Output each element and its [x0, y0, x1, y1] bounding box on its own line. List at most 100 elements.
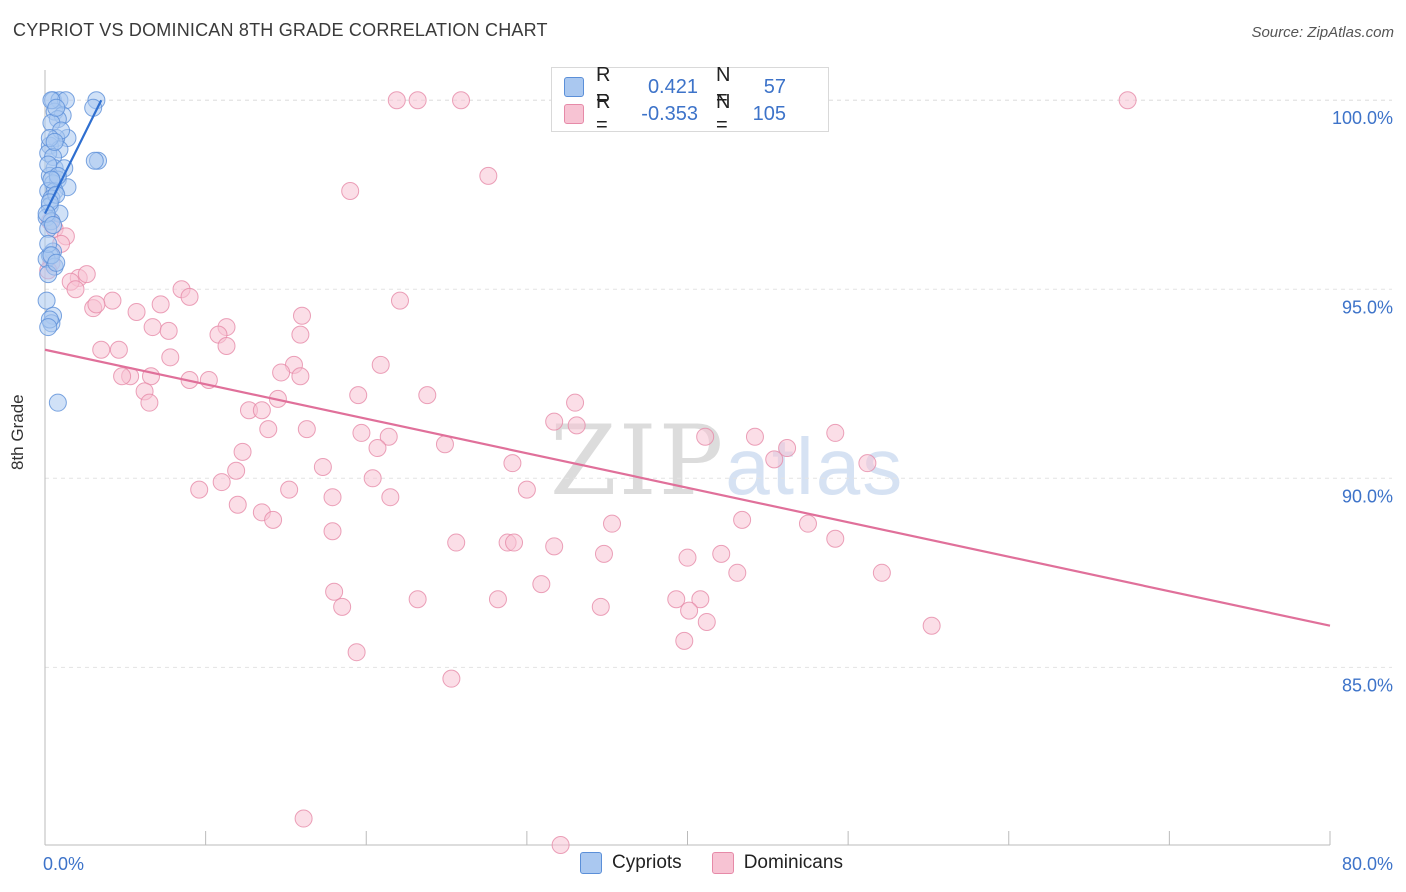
dominican-point: [140, 393, 159, 412]
dominican-point: [691, 590, 710, 609]
series-legend: Cypriots Dominicans: [580, 852, 873, 874]
cypriots-trend-line: [44, 99, 103, 215]
dominican-point: [872, 563, 891, 582]
cypriot-point: [37, 291, 56, 310]
dominican-point: [435, 435, 454, 454]
legend-item-cypriots[interactable]: Cypriots: [580, 852, 682, 874]
dominican-point: [151, 295, 170, 314]
dominican-point: [532, 575, 551, 594]
dominican-point: [594, 544, 613, 563]
cypriot-point: [47, 98, 66, 117]
dominicans-swatch: [564, 104, 584, 124]
dominican-point: [180, 287, 199, 306]
dominican-point: [349, 386, 368, 405]
y-tick-label: 100.0%: [1332, 108, 1393, 128]
legend-item-dominicans[interactable]: Dominicans: [711, 852, 843, 874]
legend-label-dominicans: Dominicans: [743, 852, 843, 873]
cypriots-legend-swatch: [580, 852, 602, 874]
dominican-point: [103, 291, 122, 310]
x-tick-label: 0.0%: [43, 854, 84, 874]
dominican-point: [667, 590, 686, 609]
cypriot-point: [44, 216, 63, 234]
dominican-point: [567, 416, 586, 435]
dominican-point: [680, 601, 699, 620]
y-tick-label: 90.0%: [1342, 486, 1393, 506]
dominican-point: [447, 533, 466, 552]
dominicans-trend-line: [44, 348, 1331, 627]
r-value: 0.421: [647, 75, 698, 98]
stats-row-cypriots: R = 0.421 N = 57: [564, 64, 786, 109]
stats-legend: R = 0.421 N = 57 R = -0.353 N = 105: [551, 64, 829, 136]
dominican-point: [545, 537, 564, 556]
dominican-point: [233, 442, 252, 461]
cypriot-point: [47, 253, 66, 272]
dominican-point: [517, 480, 536, 499]
dominican-point: [408, 91, 427, 110]
dominican-point: [294, 809, 313, 828]
dominican-point: [291, 367, 310, 386]
dominican-point: [293, 306, 311, 325]
cypriot-point: [48, 393, 67, 412]
dominican-point: [212, 473, 231, 492]
dominican-point: [452, 91, 471, 110]
dominican-point: [798, 514, 817, 533]
dominican-point: [696, 427, 715, 446]
dominican-point: [92, 340, 111, 359]
dominican-point: [778, 439, 797, 458]
dominicans-legend-swatch: [711, 852, 734, 874]
dominican-point: [379, 427, 398, 446]
dominican-point: [566, 393, 585, 412]
dominican-point: [280, 480, 299, 499]
dominican-point: [127, 302, 146, 321]
cypriot-point: [42, 170, 61, 189]
n-label: N =: [716, 64, 731, 109]
dominican-point: [252, 401, 271, 420]
stats-row-dominicans: R = -0.353 N = 105: [564, 91, 786, 136]
dominican-point: [390, 291, 409, 310]
dominican-point: [678, 548, 697, 567]
legend-label-cypriots: Cypriots: [612, 852, 682, 873]
cypriot-point: [45, 132, 64, 151]
dominican-point: [503, 454, 522, 473]
dominican-point: [371, 355, 390, 374]
r-value: -0.353: [641, 102, 698, 125]
cypriot-point: [84, 98, 103, 117]
dominican-point: [217, 336, 236, 355]
dominican-point: [227, 461, 246, 480]
dominican-point: [922, 616, 941, 635]
dominican-point: [87, 295, 106, 314]
dominican-point: [826, 423, 845, 442]
x-tick-label: 80.0%: [1342, 854, 1393, 874]
dominican-point: [381, 488, 400, 507]
dominican-point: [488, 590, 507, 609]
dominican-point: [323, 488, 342, 507]
dominican-point: [323, 522, 342, 541]
dominican-point: [765, 450, 784, 469]
dominican-point: [591, 597, 610, 616]
dominican-point: [341, 181, 360, 200]
dominican-point: [368, 439, 387, 458]
dominican-point: [159, 321, 178, 340]
dominican-point: [603, 514, 622, 533]
dominican-point: [347, 643, 366, 662]
dominican-point: [109, 340, 128, 359]
dominican-point: [505, 533, 524, 552]
dominican-point: [161, 348, 180, 367]
cypriot-point: [39, 318, 58, 337]
y-tick-label: 95.0%: [1342, 297, 1393, 317]
y-axis-label: 8th Grade: [8, 394, 27, 470]
dominican-point: [408, 590, 427, 609]
dominican-point: [363, 469, 382, 488]
dominican-point: [858, 454, 877, 473]
r-label: R =: [596, 64, 611, 109]
dominican-point: [228, 495, 247, 514]
n-value: 105: [752, 102, 786, 125]
cypriot-point: [85, 151, 104, 170]
dominican-point: [325, 582, 344, 601]
dominican-point: [66, 280, 85, 299]
dominican-point: [675, 631, 694, 650]
dominican-point: [77, 265, 96, 284]
r-label: R =: [596, 91, 611, 136]
dominican-point: [113, 367, 132, 386]
